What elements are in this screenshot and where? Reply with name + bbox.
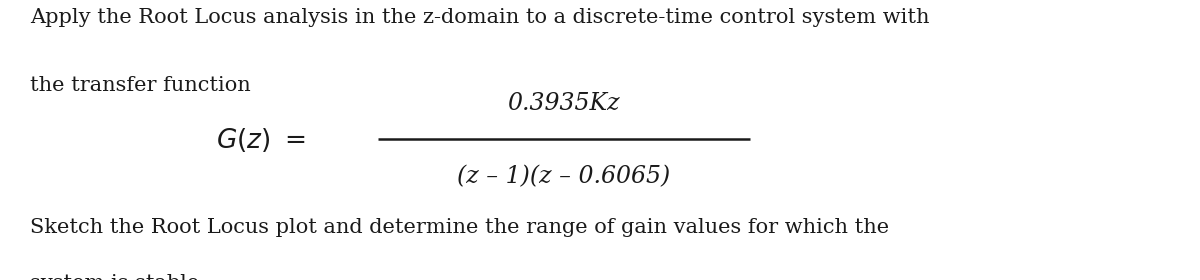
Text: the transfer function: the transfer function	[30, 76, 251, 95]
Text: (z – 1)(z – 0.6065): (z – 1)(z – 0.6065)	[457, 165, 671, 188]
Text: $\mathit{G}(\mathit{z})\ =$: $\mathit{G}(\mathit{z})\ =$	[216, 126, 306, 154]
Text: 0.3935Kz: 0.3935Kz	[508, 92, 620, 115]
Text: Apply the Root Locus analysis in the z-domain to a discrete-time control system : Apply the Root Locus analysis in the z-d…	[30, 8, 930, 27]
Text: system is stable.: system is stable.	[30, 274, 206, 280]
Text: Sketch the Root Locus plot and determine the range of gain values for which the: Sketch the Root Locus plot and determine…	[30, 218, 889, 237]
